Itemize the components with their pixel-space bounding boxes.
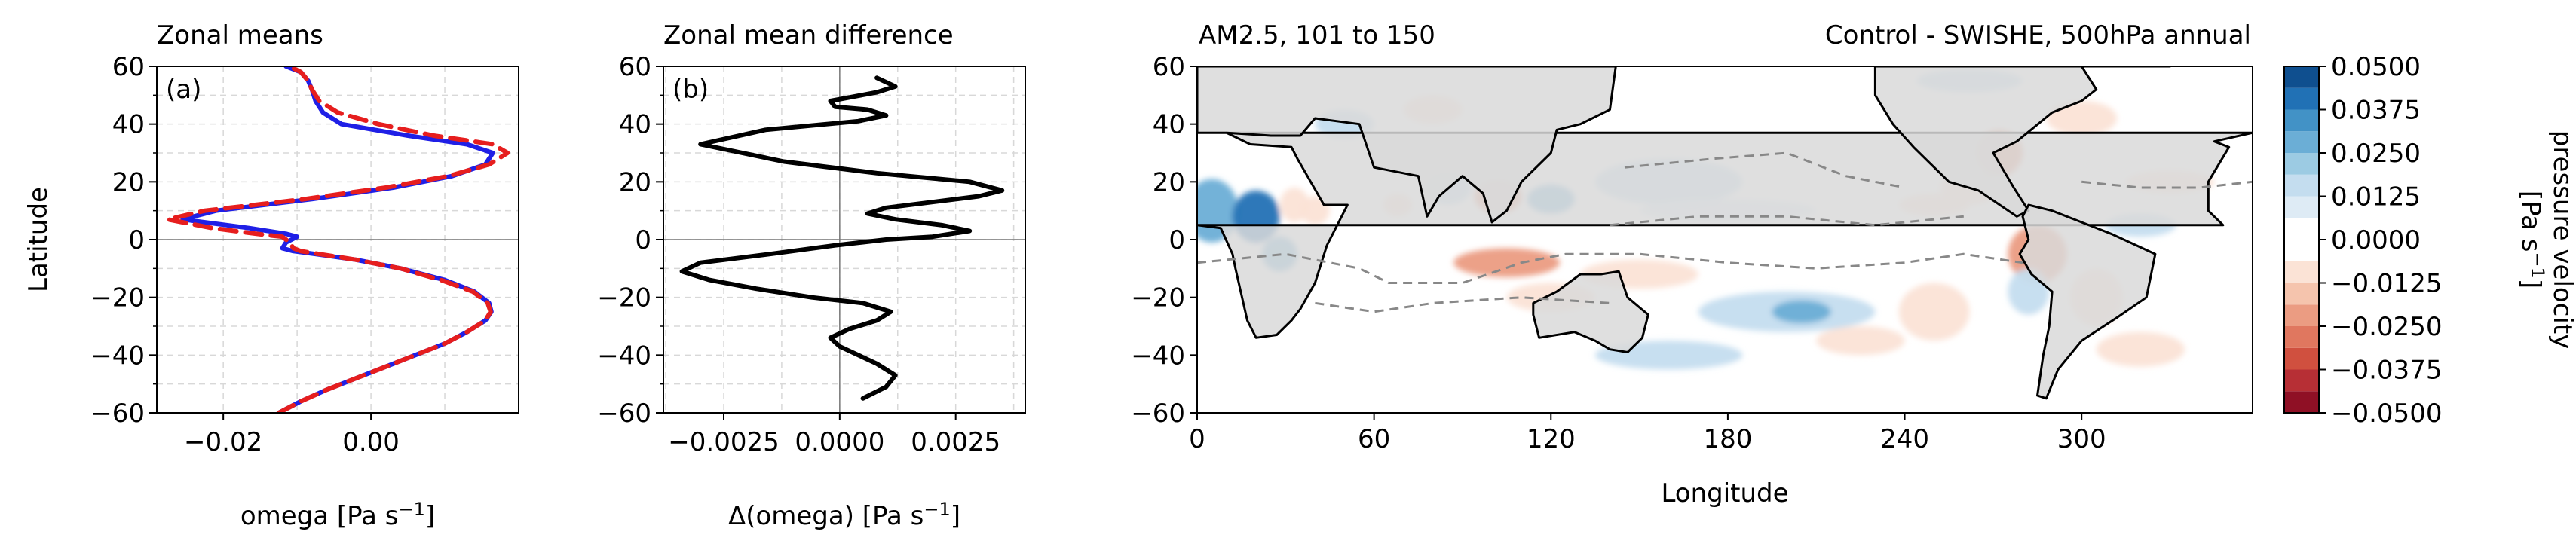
means-ytick-label: 60 [112,52,145,82]
colorbar-cell [2284,369,2319,392]
colorbar-tick-label: 0.0500 [2331,52,2421,82]
means-ytick-label: 40 [112,110,145,140]
diff-xtick-label: 0.0000 [795,427,884,457]
dashed-contour-2 [1624,151,1905,189]
zonal-means-ylabel: Latitude [23,187,54,292]
diff-ytick-label: −40 [597,341,651,371]
anomaly-contour-region [2046,101,2118,136]
colorbar-tick-label: 0.0000 [2331,225,2421,255]
colorbar-tick-label: 0.0375 [2331,96,2421,126]
colorbar-tick-label: −0.0250 [2331,312,2442,342]
diff-ytick-label: 60 [619,52,651,82]
means-ytick-label: 0 [128,225,145,255]
landmass-3 [1873,66,2098,218]
map-xtick-label: 240 [1880,424,1929,454]
diff-ytick-label: 0 [635,225,651,255]
colorbar: 0.0500 0.0375 0.0250 0.0125 0.0000 −0.0125 −0.… [2283,52,2576,429]
map-xtick-label: 180 [1703,424,1752,454]
colorbar-cell [2284,218,2319,240]
anomaly-contour-region [1453,248,1561,277]
colorbar-cell [2284,347,2319,370]
landmass-1 [1197,66,1617,224]
colorbar-cell [2284,391,2319,413]
colorbar-tick-label: 0.0125 [2331,182,2421,212]
colorbar-tick-label: −0.0500 [2331,399,2442,429]
diff-ytick-label: 40 [619,110,651,140]
map-title-right: Control - SWISHE, 500hPa annual [1825,20,2251,50]
colorbar-cell [2284,66,2319,88]
diff-xtick-label: −0.0025 [668,427,779,457]
colorbar-cell [2284,109,2319,132]
map-xlabel: Longitude [1661,478,1788,509]
colorbar-cell [2284,87,2319,110]
colorbar-cell [2284,131,2319,153]
colorbar-label-line1: pressure velocity [2547,130,2576,350]
means-xtick-label: −0.02 [184,427,262,457]
zonal-means-title: Zonal means [157,20,323,50]
diff-xtick-label: 0.0025 [911,427,1000,457]
map-xtick-label: 300 [2057,424,2106,454]
panel-label-a: (a) [166,75,201,105]
map-xtick-label: 120 [1527,424,1576,454]
map-title-left: AM2.5, 101 to 150 [1199,20,1435,50]
panel-label-b: (b) [672,75,709,105]
means-ytick-label: −40 [90,341,145,371]
diff-ytick-label: 20 [619,167,651,197]
zonal-means-xlabel: omega [Pa s−1] [240,499,435,531]
diff-series-line-0 [679,75,1005,401]
map-ytick-label: 20 [1153,167,1185,197]
anomaly-contour-region [2096,331,2185,367]
colorbar-cell [2284,196,2319,218]
landmass-2 [1532,270,1649,353]
colorbar-label-line2: [Pa s−1] [2516,191,2548,289]
colorbar-tick-label: −0.0125 [2331,269,2442,299]
means-ytick-label: −60 [90,399,145,429]
map-ytick-label: −20 [1131,283,1185,313]
anomaly-contour-region [1816,326,1905,356]
map-xtick-label: 60 [1358,424,1390,454]
landmass-4 [2018,203,2157,400]
diff-ytick-label: −60 [597,399,651,429]
colorbar-cell [2284,240,2319,261]
map-xtick-label: 0 [1189,424,1205,454]
map-ytick-label: 60 [1153,52,1185,82]
means-ytick-label: −20 [90,283,145,313]
colorbar-cell [2284,174,2319,197]
anomaly-contour-region [1898,283,1970,341]
dashed-contour-0 [1197,252,2023,284]
colorbar-cell [2284,283,2319,305]
map-ytick-label: −40 [1131,341,1185,371]
means-series-line-1 [165,66,510,413]
map-ytick-label: 0 [1169,225,1185,255]
means-xtick-label: 0.00 [342,427,400,457]
zonal-mean-difference-title: Zonal mean difference [663,20,954,50]
colorbar-cell [2284,304,2319,326]
map-ytick-label: −60 [1131,399,1185,429]
colorbar-tick-label: −0.0375 [2331,356,2442,386]
zonal-mean-difference-xlabel: Δ(omega) [Pa s−1] [728,499,960,531]
anomaly-contour-region [1772,300,1831,324]
difference-map-panel: −60 −40 −20 0 20 40 60 0 60 120 180 240 300 AM2.5, 1… [1131,20,2253,509]
colorbar-cell [2284,326,2319,348]
zonal-mean-difference-panel: −60 −40 −20 0 20 40 60 −0.0025 0.0000 0.0025 Zona… [597,20,1026,531]
diff-ytick-label: −20 [597,283,651,313]
map-ytick-label: 40 [1153,110,1185,140]
colorbar-cell [2284,153,2319,175]
zonal-means-panel: −60 −40 −20 0 20 40 60 −0.02 0.00 Zonal means (a… [23,20,519,531]
colorbar-cell [2284,261,2319,283]
colorbar-tick-label: 0.0250 [2331,139,2421,169]
means-ytick-label: 20 [112,167,145,197]
